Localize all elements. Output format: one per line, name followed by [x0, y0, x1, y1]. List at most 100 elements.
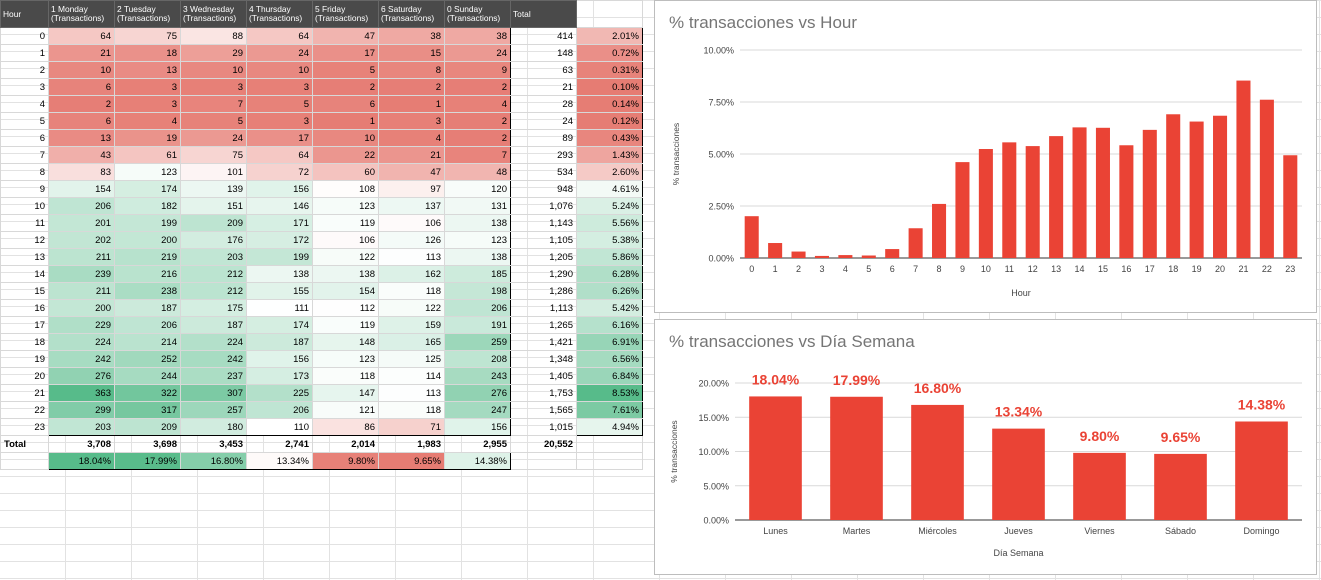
transactions-cell[interactable]: 187	[114, 299, 181, 317]
transactions-cell[interactable]: 3	[180, 78, 247, 96]
transactions-cell[interactable]: 22	[312, 146, 379, 164]
transactions-cell[interactable]: 146	[246, 197, 313, 215]
row-total-cell[interactable]: 1,405	[510, 367, 577, 385]
day-percent-cell[interactable]: 18.04%	[48, 452, 115, 470]
transactions-cell[interactable]: 138	[246, 265, 313, 283]
row-total-cell[interactable]: 1,105	[510, 231, 577, 249]
column-total-cell[interactable]: 3,453	[180, 435, 247, 453]
column-header[interactable]: 4 Thursday (Transactions)	[246, 0, 313, 28]
hour-cell[interactable]: 1	[0, 44, 49, 62]
row-total-cell[interactable]: 1,265	[510, 316, 577, 334]
row-percent-cell[interactable]: 5.56%	[576, 214, 643, 232]
row-percent-cell[interactable]: 8.53%	[576, 384, 643, 402]
transactions-cell[interactable]: 137	[378, 197, 445, 215]
transactions-cell[interactable]: 276	[48, 367, 115, 385]
transactions-cell[interactable]: 118	[378, 401, 445, 419]
transactions-cell[interactable]: 118	[312, 367, 379, 385]
transactions-cell[interactable]: 224	[180, 333, 247, 351]
transactions-cell[interactable]: 257	[180, 401, 247, 419]
transactions-cell[interactable]: 106	[378, 214, 445, 232]
transactions-cell[interactable]: 242	[180, 350, 247, 368]
row-total-cell[interactable]: 1,286	[510, 282, 577, 300]
hour-cell[interactable]: 2	[0, 61, 49, 79]
transactions-cell[interactable]: 48	[444, 163, 511, 181]
hour-cell[interactable]: 6	[0, 129, 49, 147]
row-total-cell[interactable]: 1,348	[510, 350, 577, 368]
transactions-cell[interactable]: 225	[246, 384, 313, 402]
row-percent-cell[interactable]: 6.91%	[576, 333, 643, 351]
transactions-cell[interactable]: 108	[312, 180, 379, 198]
transactions-cell[interactable]: 180	[180, 418, 247, 436]
transactions-cell[interactable]: 4	[444, 95, 511, 113]
column-total-cell[interactable]: 2,741	[246, 435, 313, 453]
column-header[interactable]: 5 Friday (Transactions)	[312, 0, 379, 28]
hour-cell[interactable]: 21	[0, 384, 49, 402]
day-percent-cell[interactable]: 13.34%	[246, 452, 313, 470]
transactions-cell[interactable]: 363	[48, 384, 115, 402]
transactions-cell[interactable]: 88	[180, 27, 247, 45]
transactions-cell[interactable]: 10	[180, 61, 247, 79]
transactions-cell[interactable]: 224	[48, 333, 115, 351]
transactions-cell[interactable]: 120	[444, 180, 511, 198]
row-total-cell[interactable]: 293	[510, 146, 577, 164]
transactions-cell[interactable]: 119	[312, 214, 379, 232]
row-percent-cell[interactable]: 2.60%	[576, 163, 643, 181]
row-percent-cell[interactable]: 6.56%	[576, 350, 643, 368]
transactions-cell[interactable]: 252	[114, 350, 181, 368]
transactions-cell[interactable]: 2	[444, 129, 511, 147]
transactions-cell[interactable]: 15	[378, 44, 445, 62]
transactions-cell[interactable]: 83	[48, 163, 115, 181]
transactions-cell[interactable]: 21	[378, 146, 445, 164]
row-total-cell[interactable]: 1,565	[510, 401, 577, 419]
transactions-cell[interactable]: 214	[114, 333, 181, 351]
row-percent-cell[interactable]: 4.94%	[576, 418, 643, 436]
transactions-cell[interactable]: 2	[312, 78, 379, 96]
transactions-cell[interactable]: 3	[378, 112, 445, 130]
transactions-cell[interactable]: 156	[246, 350, 313, 368]
transactions-cell[interactable]: 5	[246, 95, 313, 113]
empty-cell[interactable]	[510, 452, 577, 470]
transactions-cell[interactable]: 229	[48, 316, 115, 334]
transactions-cell[interactable]: 211	[48, 248, 115, 266]
transactions-cell[interactable]: 123	[312, 197, 379, 215]
transactions-cell[interactable]: 17	[312, 44, 379, 62]
transactions-cell[interactable]: 3	[114, 78, 181, 96]
transactions-cell[interactable]: 112	[312, 299, 379, 317]
transactions-cell[interactable]: 111	[246, 299, 313, 317]
transactions-cell[interactable]: 21	[48, 44, 115, 62]
transactions-cell[interactable]: 1	[312, 112, 379, 130]
transactions-cell[interactable]: 174	[114, 180, 181, 198]
transactions-cell[interactable]: 71	[378, 418, 445, 436]
transactions-cell[interactable]: 171	[246, 214, 313, 232]
row-percent-cell[interactable]: 7.61%	[576, 401, 643, 419]
transactions-cell[interactable]: 299	[48, 401, 115, 419]
hour-cell[interactable]: 22	[0, 401, 49, 419]
transactions-cell[interactable]: 212	[180, 282, 247, 300]
day-percent-cell[interactable]: 16.80%	[180, 452, 247, 470]
transactions-cell[interactable]: 243	[444, 367, 511, 385]
row-percent-cell[interactable]: 0.31%	[576, 61, 643, 79]
hour-cell[interactable]: 14	[0, 265, 49, 283]
row-total-cell[interactable]: 1,290	[510, 265, 577, 283]
transactions-cell[interactable]: 162	[378, 265, 445, 283]
hour-cell[interactable]: 0	[0, 27, 49, 45]
transactions-cell[interactable]: 200	[48, 299, 115, 317]
transactions-cell[interactable]: 17	[246, 129, 313, 147]
row-percent-cell[interactable]: 5.38%	[576, 231, 643, 249]
row-total-cell[interactable]: 1,015	[510, 418, 577, 436]
transactions-cell[interactable]: 126	[378, 231, 445, 249]
total-label[interactable]: Total	[0, 435, 49, 453]
row-total-cell[interactable]: 1,205	[510, 248, 577, 266]
transactions-cell[interactable]: 61	[114, 146, 181, 164]
transactions-cell[interactable]: 3	[246, 78, 313, 96]
transactions-cell[interactable]: 114	[378, 367, 445, 385]
transactions-cell[interactable]: 38	[378, 27, 445, 45]
transactions-cell[interactable]: 18	[114, 44, 181, 62]
row-total-cell[interactable]: 28	[510, 95, 577, 113]
transactions-cell[interactable]: 242	[48, 350, 115, 368]
transactions-cell[interactable]: 75	[114, 27, 181, 45]
transactions-cell[interactable]: 199	[114, 214, 181, 232]
row-percent-cell[interactable]: 1.43%	[576, 146, 643, 164]
transactions-cell[interactable]: 187	[246, 333, 313, 351]
row-total-cell[interactable]: 1,143	[510, 214, 577, 232]
